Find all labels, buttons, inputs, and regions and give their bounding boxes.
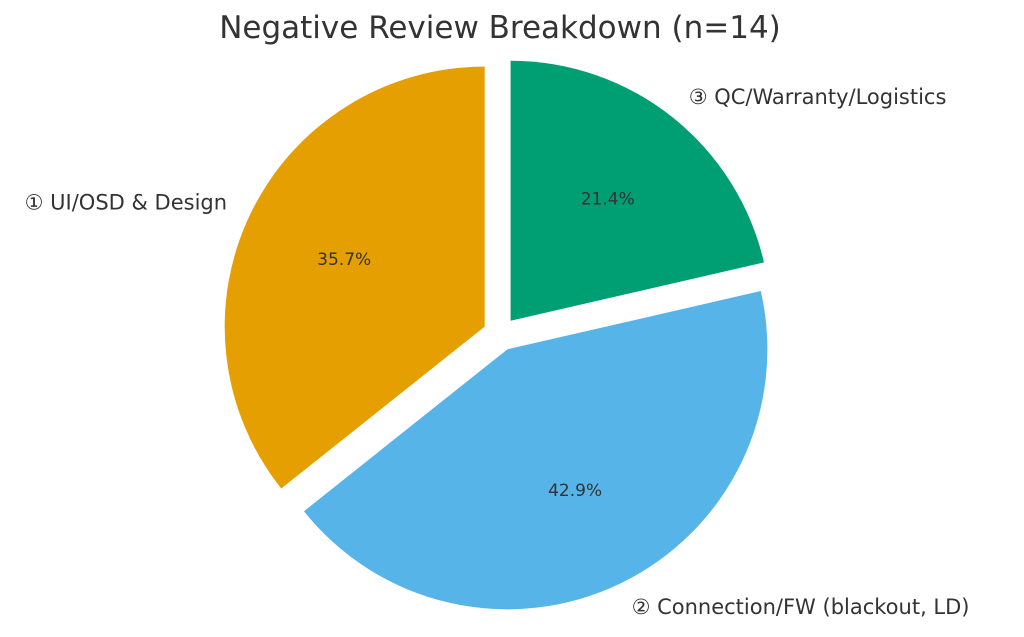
slices-layer [224,60,768,610]
pie-slice-2-category-label: ② Connection/FW (blackout, LD) [632,595,970,619]
chart-title: Negative Review Breakdown (n=14) [219,10,781,46]
pie-slice-3 [510,60,764,321]
pie-slice-1 [224,66,485,489]
pie-slice-2 [303,291,768,610]
pie-slice-1-category-label: ① UI/OSD & Design [25,190,227,214]
pie-slice-1-percent-label: 35.7% [317,250,371,270]
pie-slice-3-category-label: ③ QC/Warranty/Logistics [689,85,947,109]
pie-slice-3-percent-label: 21.4% [581,190,635,210]
pie-slice-2-percent-label: 42.9% [548,481,602,501]
labels-layer: 35.7% ① UI/OSD & Design 42.9% ② Connection/… [25,85,970,619]
